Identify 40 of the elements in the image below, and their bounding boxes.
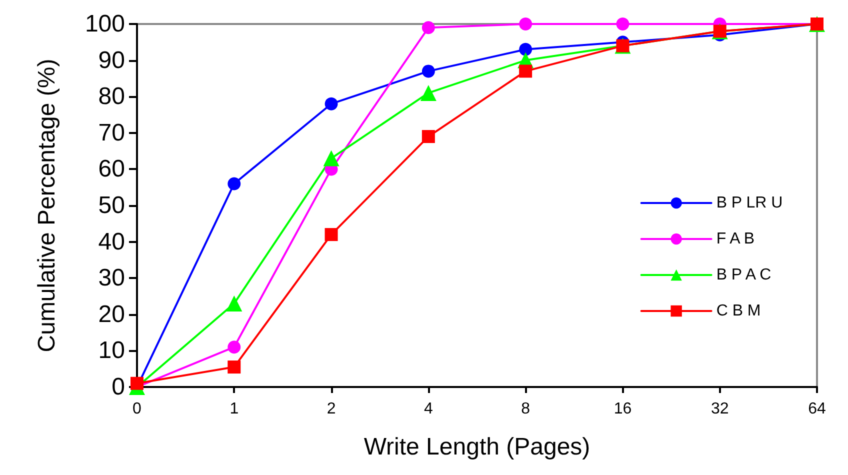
y-tick-label: 90: [98, 46, 125, 74]
y-axis-title: Cumulative Percentage (%): [34, 58, 60, 352]
point: [228, 340, 241, 354]
point: [422, 64, 435, 78]
x-tick-label: 4: [424, 400, 433, 418]
point: [324, 97, 338, 110]
y-tick-label: 50: [98, 192, 125, 219]
point: [519, 18, 532, 30]
point: [228, 177, 241, 190]
x-tick-label: 1: [230, 400, 239, 418]
x-tick-label: 16: [614, 400, 632, 418]
point: [324, 228, 338, 242]
x-axis-title: Write Length (Pages): [364, 434, 590, 460]
point: [226, 296, 242, 312]
point: [519, 42, 532, 56]
y-tick-label: 60: [98, 156, 125, 183]
legend-label: B P A C: [716, 266, 772, 284]
x-tick-label: 32: [710, 400, 729, 418]
y-tick-label: 100: [84, 10, 125, 38]
y-tick-label: 40: [98, 228, 125, 256]
point: [616, 18, 630, 30]
point: [323, 150, 340, 166]
point: [519, 64, 532, 78]
y-tick-label: 70: [98, 119, 125, 146]
legend-label: B P LR U: [716, 194, 783, 212]
point: [420, 84, 436, 101]
y-tick-label: 20: [98, 300, 125, 328]
y-tick-label: 10: [98, 337, 125, 364]
legend-label: F A B: [716, 230, 755, 248]
y-tick-label: 30: [98, 264, 125, 292]
x-tick-label: 0: [132, 400, 142, 418]
x-tick-label: 2: [326, 400, 336, 418]
y-tick-label: 0: [112, 374, 125, 400]
point: [228, 360, 241, 374]
point: [422, 21, 435, 34]
y-tick-label: 80: [98, 83, 125, 110]
x-tick-label: 64: [808, 400, 826, 418]
legend-label: C B M: [716, 302, 761, 320]
x-tick-label: 8: [521, 400, 530, 418]
point: [422, 130, 435, 144]
